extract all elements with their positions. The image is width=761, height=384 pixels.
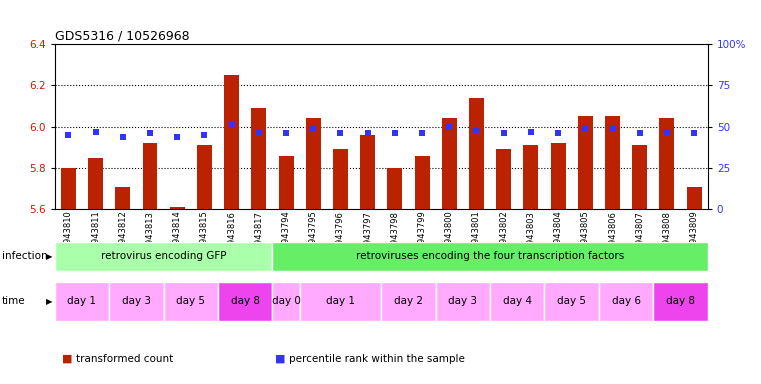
- Bar: [197, 145, 212, 209]
- Bar: [218, 282, 272, 321]
- Text: day 1: day 1: [326, 296, 355, 306]
- Bar: [224, 75, 239, 209]
- Point: [334, 130, 346, 136]
- Bar: [490, 282, 545, 321]
- Text: day 3: day 3: [122, 296, 151, 306]
- Point: [443, 124, 455, 130]
- Text: transformed count: transformed count: [76, 354, 174, 364]
- Bar: [545, 282, 599, 321]
- Point: [525, 129, 537, 135]
- Point: [307, 125, 320, 131]
- Bar: [251, 108, 266, 209]
- Bar: [55, 282, 110, 321]
- Text: retroviruses encoding the four transcription factors: retroviruses encoding the four transcrip…: [356, 251, 624, 262]
- Point: [280, 130, 292, 136]
- Bar: [55, 242, 272, 271]
- Text: retrovirus encoding GFP: retrovirus encoding GFP: [101, 251, 226, 262]
- Point: [199, 132, 211, 138]
- Bar: [524, 145, 538, 209]
- Point: [607, 125, 619, 131]
- Bar: [632, 145, 647, 209]
- Bar: [142, 143, 158, 209]
- Bar: [360, 135, 375, 209]
- Bar: [110, 282, 164, 321]
- Point: [661, 129, 673, 135]
- Point: [470, 127, 482, 133]
- Bar: [300, 282, 381, 321]
- Point: [253, 129, 265, 135]
- Bar: [88, 158, 103, 209]
- Bar: [469, 98, 484, 209]
- Point: [225, 122, 237, 128]
- Text: GDS5316 / 10526968: GDS5316 / 10526968: [55, 29, 189, 42]
- Text: ▶: ▶: [46, 252, 53, 261]
- Bar: [551, 143, 565, 209]
- Bar: [605, 116, 620, 209]
- Point: [498, 130, 510, 136]
- Text: day 0: day 0: [272, 296, 301, 306]
- Bar: [686, 187, 702, 209]
- Text: day 8: day 8: [231, 296, 260, 306]
- Bar: [272, 242, 708, 271]
- Bar: [387, 168, 403, 209]
- Bar: [164, 282, 218, 321]
- Point: [416, 130, 428, 136]
- Text: day 3: day 3: [448, 296, 477, 306]
- Bar: [660, 119, 674, 209]
- Text: ■: ■: [275, 354, 286, 364]
- Bar: [272, 282, 300, 321]
- Text: day 6: day 6: [612, 296, 641, 306]
- Text: ■: ■: [62, 354, 73, 364]
- Text: day 5: day 5: [177, 296, 205, 306]
- Point: [116, 134, 129, 140]
- Point: [389, 130, 401, 136]
- Bar: [435, 282, 490, 321]
- Bar: [170, 207, 185, 209]
- Text: percentile rank within the sample: percentile rank within the sample: [289, 354, 465, 364]
- Bar: [442, 119, 457, 209]
- Bar: [61, 168, 76, 209]
- Point: [144, 130, 156, 136]
- Bar: [333, 149, 348, 209]
- Bar: [381, 282, 435, 321]
- Text: ▶: ▶: [46, 297, 53, 306]
- Point: [688, 130, 700, 136]
- Bar: [599, 282, 654, 321]
- Bar: [496, 149, 511, 209]
- Point: [579, 125, 591, 131]
- Bar: [279, 156, 294, 209]
- Point: [171, 134, 183, 140]
- Text: day 2: day 2: [394, 296, 423, 306]
- Point: [634, 130, 646, 136]
- Bar: [415, 156, 429, 209]
- Point: [361, 130, 374, 136]
- Bar: [578, 116, 593, 209]
- Text: day 1: day 1: [68, 296, 97, 306]
- Text: day 5: day 5: [557, 296, 586, 306]
- Text: day 4: day 4: [503, 296, 532, 306]
- Text: infection: infection: [2, 251, 47, 262]
- Bar: [306, 119, 320, 209]
- Text: day 8: day 8: [666, 296, 695, 306]
- Text: time: time: [2, 296, 25, 306]
- Bar: [116, 187, 130, 209]
- Point: [552, 130, 564, 136]
- Bar: [653, 282, 708, 321]
- Point: [62, 132, 75, 138]
- Point: [90, 129, 102, 135]
